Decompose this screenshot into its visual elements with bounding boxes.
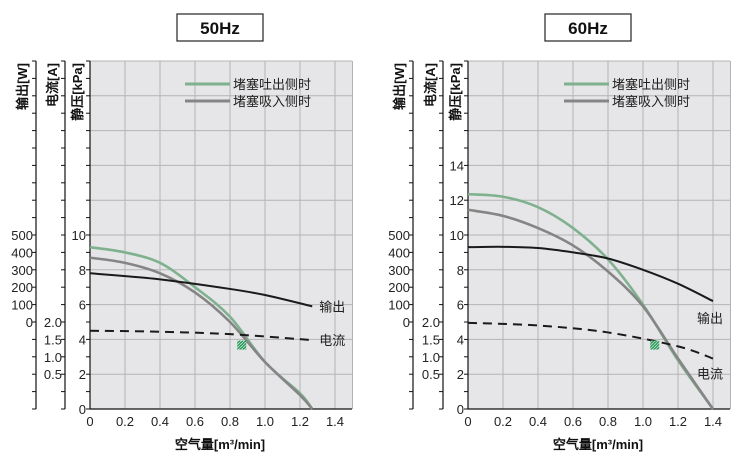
power-axis-title: 输出[W] — [15, 63, 30, 110]
current-tick-label: 1.0 — [44, 350, 62, 365]
x-tick-label: 0.4 — [151, 414, 169, 429]
power-tick-label: 500 — [11, 228, 33, 243]
power-tick-label: 0 — [26, 315, 33, 330]
pressure-axis-title: 静压[kPa] — [448, 63, 463, 121]
x-tick-label: 1.4 — [326, 414, 344, 429]
current-axis-title: 电流[A] — [45, 63, 60, 107]
pressure-tick-label: 8 — [457, 263, 464, 278]
pressure-tick-label: 14 — [450, 158, 464, 173]
current-tick-label: 1.0 — [422, 350, 440, 365]
x-tick-label: 1.2 — [291, 414, 309, 429]
pressure-tick-label: 2 — [457, 367, 464, 382]
x-tick-label: 1.2 — [669, 414, 687, 429]
power-tick-label: 200 — [11, 280, 33, 295]
curve-电流 — [467, 321, 714, 360]
pressure-tick-label: 6 — [79, 298, 86, 313]
x-tick-label: 0.2 — [116, 414, 134, 429]
chart-60Hz: 60Hz 0 2 4 6 8 10 12 14 0 100 200 300 400 500 0.5 1.0 1.5… — [388, 13, 731, 452]
curve-堵塞吸入侧时 — [467, 208, 715, 410]
current-axis-title: 电流[A] — [423, 63, 438, 107]
power-tick-label: 300 — [388, 263, 410, 278]
power-tick-label: 300 — [11, 263, 33, 278]
pressure-tick-label: 8 — [79, 263, 86, 278]
power-tick-label: 500 — [388, 228, 410, 243]
curve-输出 — [89, 272, 313, 308]
chart-50Hz: 50Hz024681001002003004005000.51.01.52.00… — [11, 13, 353, 452]
power-axis-title: 输出[W] — [392, 63, 407, 110]
pressure-tick-label: 4 — [457, 332, 464, 347]
pressure-tick-label: 4 — [79, 332, 86, 347]
pressure-tick-label: 0 — [457, 402, 464, 417]
current-tick-label: 2.0 — [422, 315, 440, 330]
x-axis-title: 空气量[m³/min] — [553, 437, 643, 452]
curve-堵塞吸入侧时 — [89, 256, 314, 410]
chart-title: 60Hz — [568, 19, 608, 38]
legend-label: 堵塞吸入侧时 — [612, 94, 690, 109]
legend-label: 堵塞吐出侧时 — [612, 77, 690, 92]
pressure-axis-title: 静压[kPa] — [70, 63, 85, 121]
x-tick-label: 0.6 — [186, 414, 204, 429]
pressure-tick-label: 12 — [450, 193, 464, 208]
x-tick-label: 0.8 — [221, 414, 239, 429]
chart-title-box — [544, 13, 632, 42]
current-tick-label: 1.5 — [44, 332, 62, 347]
operating-point-marker — [237, 340, 247, 350]
power-tick-label: 400 — [11, 245, 33, 260]
power-tick-label: 100 — [11, 298, 33, 313]
current-tick-label: 2.0 — [44, 315, 62, 330]
power-tick-label: 100 — [388, 298, 410, 313]
power-tick-label: 0 — [403, 315, 410, 330]
x-tick-label: 0 — [86, 414, 93, 429]
x-tick-label: 0 — [464, 414, 471, 429]
curve-label-输出: 输出 — [319, 299, 345, 314]
x-tick-label: 1.0 — [634, 414, 652, 429]
legend-label: 堵塞吐出侧时 — [233, 77, 311, 92]
current-tick-label: 1.5 — [422, 332, 440, 347]
x-tick-label: 0.4 — [529, 414, 547, 429]
current-tick-label: 0.5 — [44, 367, 62, 382]
curve-label-输出: 输出 — [697, 311, 723, 326]
pressure-tick-label: 10 — [450, 228, 464, 243]
x-tick-label: 0.8 — [599, 414, 617, 429]
x-tick-label: 1.4 — [704, 414, 722, 429]
curve-输出 — [467, 245, 714, 303]
power-tick-label: 200 — [388, 280, 410, 295]
operating-point-marker — [650, 340, 660, 350]
pressure-tick-label: 10 — [72, 228, 86, 243]
legend-label: 堵塞吸入侧时 — [233, 94, 311, 109]
chart-title: 50Hz — [200, 19, 240, 38]
pressure-tick-label: 0 — [79, 402, 86, 417]
pressure-tick-label: 6 — [457, 298, 464, 313]
pressure-tick-label: 2 — [79, 367, 86, 382]
current-tick-label: 0.5 — [422, 367, 440, 382]
curve-电流 — [89, 329, 313, 342]
power-tick-label: 400 — [388, 245, 410, 260]
chart-title-box — [176, 13, 264, 42]
x-axis-title: 空气量[m³/min] — [175, 437, 265, 452]
x-tick-label: 0.6 — [564, 414, 582, 429]
curve-label-电流: 电流 — [319, 333, 345, 348]
x-tick-label: 1.0 — [256, 414, 274, 429]
x-tick-label: 0.2 — [494, 414, 512, 429]
curve-label-电流: 电流 — [697, 367, 723, 382]
